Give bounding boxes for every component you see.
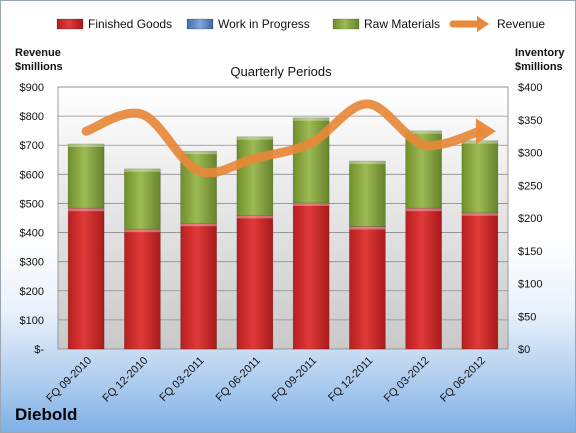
bar-raw-materials-cap [293,117,330,121]
bar-finished-goods-cap [236,215,273,219]
right-tick-label: $250 [518,180,542,192]
revenue-line [81,99,485,178]
bar-finished-goods [349,226,386,350]
right-tick-label: $100 [518,279,542,291]
bar-raw-materials [236,136,274,216]
left-tick-label: $200 [20,286,44,298]
legend-label-finished-goods: Finished Goods [88,17,172,31]
right-tick-label: $300 [518,148,542,160]
bar-finished-goods-cap [405,208,442,212]
bar-finished-goods [124,228,161,350]
bar-raw-materials-cap [68,143,105,147]
bar-raw-materials-cap [461,140,498,144]
x-tick-label: FQ 12-2011 [326,355,375,404]
x-tick-label: FQ 09-2011 [270,355,319,404]
left-tick-label: $400 [20,228,44,240]
right-axis-title-line1: Inventory [515,47,565,59]
x-tick-label: FQ 06-2011 [214,355,263,404]
bar-finished-goods [236,215,274,350]
left-tick-label: $600 [20,169,44,181]
bar-raw-materials [349,160,386,227]
legend-label-work-in-progress: Work in Progress [218,17,310,31]
bar-finished-goods-cap [293,202,330,206]
x-tick-label: FQ 12-2010 [101,355,151,405]
left-tick-label: $900 [20,82,44,94]
legend-swatch-raw-materials [332,18,360,30]
right-axis-ticks: $0 $50 $100 $150 $200 $250 $300 $350 $400 [518,82,542,356]
left-tick-label: $- [34,344,44,356]
bar-finished-goods-cap [461,212,498,216]
right-tick-label: $50 [518,311,536,323]
right-tick-label: $400 [518,82,542,94]
legend-label-revenue: Revenue [497,17,545,31]
legend-label-raw-materials: Raw Materials [364,17,440,31]
x-tick-label: FQ 06-2012 [438,355,488,405]
left-tick-label: $300 [20,257,44,269]
bar-finished-goods-cap [349,226,386,230]
left-tick-label: $100 [20,315,44,327]
right-tick-label: $150 [518,246,542,258]
bar-raw-materials [461,140,499,214]
bar-finished-goods [292,202,330,350]
legend-swatch-work-in-progress [186,18,214,30]
bar-raw-materials [124,168,161,230]
left-axis-title-line1: Revenue [15,47,61,59]
legend-swatch-finished-goods [56,18,84,30]
bar-raw-materials-cap [349,161,386,165]
bar-finished-goods [67,207,105,350]
bar-finished-goods-cap [68,208,105,212]
legend-swatch-arrow-revenue [477,16,489,32]
left-tick-label: $500 [20,198,44,210]
x-tick-label: FQ 09-2010 [44,355,94,405]
revenue-line-layer [81,99,496,178]
left-axis-title-line2: $millions [15,61,63,73]
legend: Finished Goods Work in Progress Raw Materi… [56,16,545,32]
bar-finished-goods-cap [180,223,217,227]
bar-finished-goods [461,212,499,350]
right-tick-label: $200 [518,213,542,225]
bar-finished-goods [180,222,217,350]
x-tick-label: FQ 03-2011 [157,355,206,404]
company-name: Diebold [15,405,78,424]
bars [67,117,499,350]
left-tick-label: $800 [20,111,44,123]
x-axis-ticks: FQ 09-2010 FQ 12-2010 FQ 03-2011 FQ 06-2011… [44,355,488,405]
bar-finished-goods-cap [124,229,161,233]
bar-raw-materials-cap [180,151,217,155]
chart-subtitle: Quarterly Periods [230,64,332,79]
revenue-line-arrowhead [475,118,496,145]
right-axis-title-line2: $millions [515,61,563,73]
right-tick-label: $0 [518,344,530,356]
right-tick-label: $350 [518,115,542,127]
bar-raw-materials-cap [124,168,161,172]
bar-raw-materials-cap [236,136,273,140]
left-tick-label: $700 [20,140,44,152]
bar-raw-materials-cap [405,130,442,134]
bar-raw-materials [67,143,105,209]
x-tick-label: FQ 03-2012 [382,355,432,405]
bar-finished-goods [405,207,442,350]
left-axis-ticks: $- $100 $200 $300 $400 $500 $600 $700 $800 $900 [20,82,45,356]
